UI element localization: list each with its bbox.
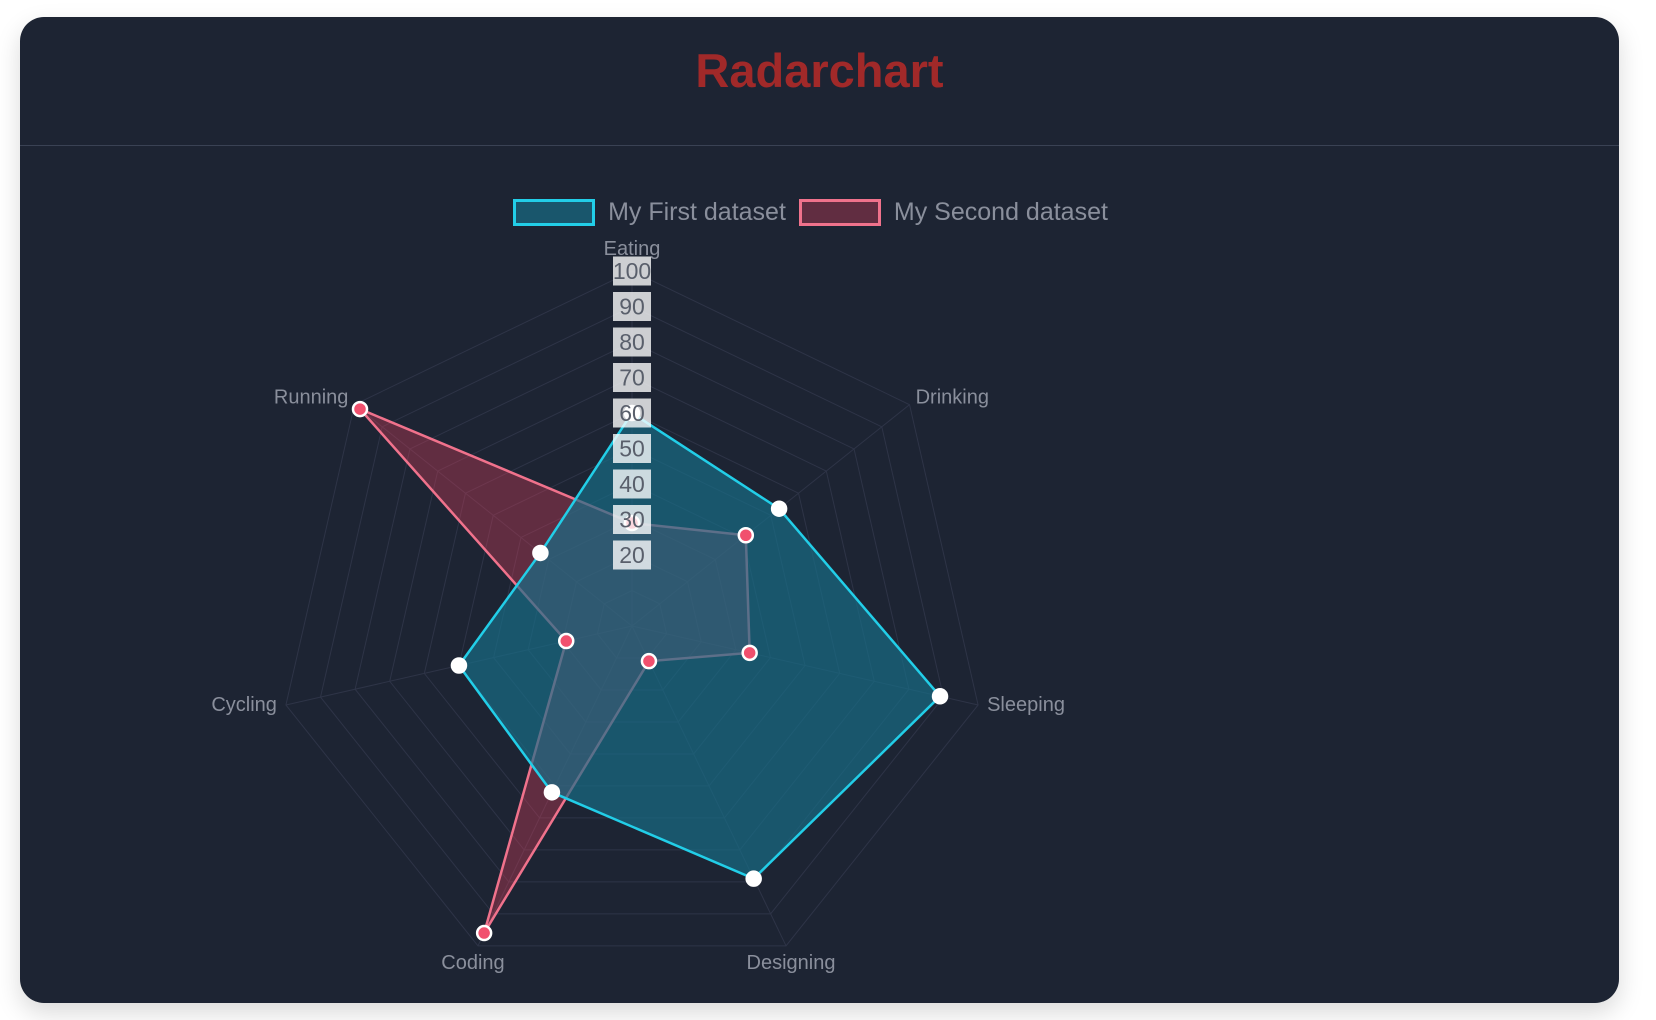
svg-text:20: 20: [619, 542, 645, 568]
svg-text:Coding: Coding: [441, 952, 504, 974]
svg-text:60: 60: [619, 400, 645, 426]
svg-text:40: 40: [619, 471, 645, 497]
svg-text:Designing: Designing: [747, 952, 836, 974]
svg-text:50: 50: [619, 436, 645, 462]
svg-text:80: 80: [619, 329, 645, 355]
svg-text:90: 90: [619, 294, 645, 320]
svg-text:70: 70: [619, 365, 645, 391]
svg-text:30: 30: [619, 507, 645, 533]
svg-text:Sleeping: Sleeping: [987, 694, 1065, 716]
svg-text:Drinking: Drinking: [916, 387, 989, 409]
svg-text:Running: Running: [274, 387, 349, 409]
svg-text:Cycling: Cycling: [211, 694, 277, 716]
svg-text:100: 100: [613, 258, 651, 284]
